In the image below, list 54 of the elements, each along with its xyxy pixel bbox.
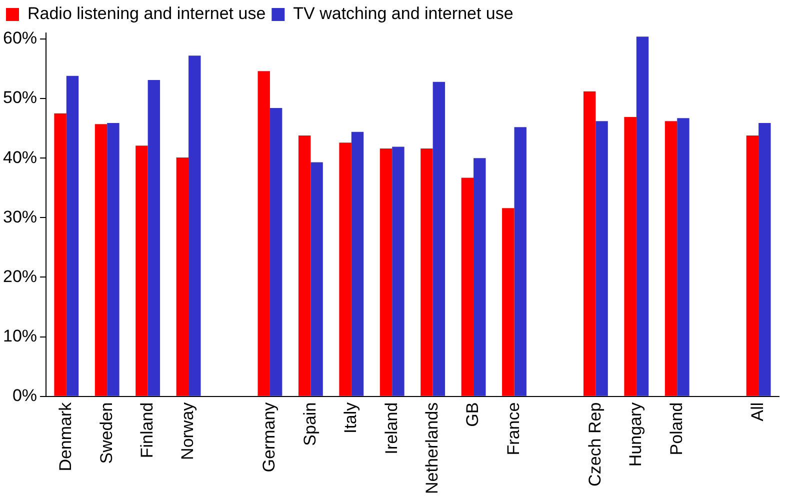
legend-label: TV watching and internet use bbox=[293, 4, 514, 24]
bar bbox=[54, 113, 66, 396]
x-tick-label: Norway bbox=[178, 402, 198, 460]
y-tick-label: 50% bbox=[2, 88, 38, 108]
bar bbox=[148, 80, 160, 396]
bar bbox=[502, 208, 514, 396]
bar bbox=[188, 56, 201, 396]
bar bbox=[339, 142, 352, 396]
bar bbox=[94, 124, 108, 396]
y-tick-label: 30% bbox=[2, 207, 38, 226]
y-tick-label: 40% bbox=[2, 148, 38, 167]
x-tick-label: Czech Rep bbox=[585, 402, 604, 486]
bar bbox=[758, 122, 771, 396]
bar bbox=[664, 121, 678, 396]
bar bbox=[583, 91, 596, 396]
bar bbox=[514, 127, 526, 396]
bar bbox=[270, 108, 282, 396]
bar bbox=[298, 135, 311, 396]
bar bbox=[258, 71, 270, 396]
y-tick-label: 0% bbox=[12, 386, 38, 406]
bar bbox=[677, 118, 690, 396]
x-tick-label: Sweden bbox=[96, 402, 116, 464]
y-tick-label: 10% bbox=[2, 326, 38, 346]
bar bbox=[746, 135, 759, 396]
bar bbox=[176, 157, 189, 396]
bar bbox=[420, 148, 433, 396]
bar bbox=[432, 82, 446, 396]
bar bbox=[351, 132, 364, 396]
x-tick-label: Denmark bbox=[56, 402, 76, 472]
bar bbox=[107, 122, 120, 396]
x-tick-label: Finland bbox=[138, 402, 156, 458]
x-tick-label: Netherlands bbox=[422, 402, 442, 494]
x-tick-label: Hungary bbox=[626, 402, 646, 467]
bar bbox=[461, 178, 474, 396]
bar bbox=[380, 148, 392, 396]
bar bbox=[136, 146, 148, 396]
bar bbox=[66, 76, 79, 396]
x-tick-label: All bbox=[748, 402, 768, 422]
x-tick-label: Ireland bbox=[382, 402, 401, 454]
bar bbox=[392, 146, 404, 396]
legend-label: Radio listening and internet use bbox=[28, 4, 266, 24]
bar bbox=[474, 158, 486, 396]
bar bbox=[596, 121, 608, 396]
x-tick-label: Poland bbox=[666, 402, 686, 456]
bar bbox=[624, 116, 636, 396]
x-tick-label: GB bbox=[463, 402, 482, 427]
y-tick-label: 20% bbox=[2, 266, 38, 286]
x-tick-label: Spain bbox=[300, 402, 320, 446]
x-tick-label: Germany bbox=[260, 402, 279, 472]
bar bbox=[310, 162, 323, 396]
y-tick-label: 60% bbox=[2, 28, 38, 48]
x-tick-label: Italy bbox=[341, 402, 360, 434]
x-tick-label: France bbox=[504, 402, 523, 456]
bar bbox=[636, 36, 649, 396]
